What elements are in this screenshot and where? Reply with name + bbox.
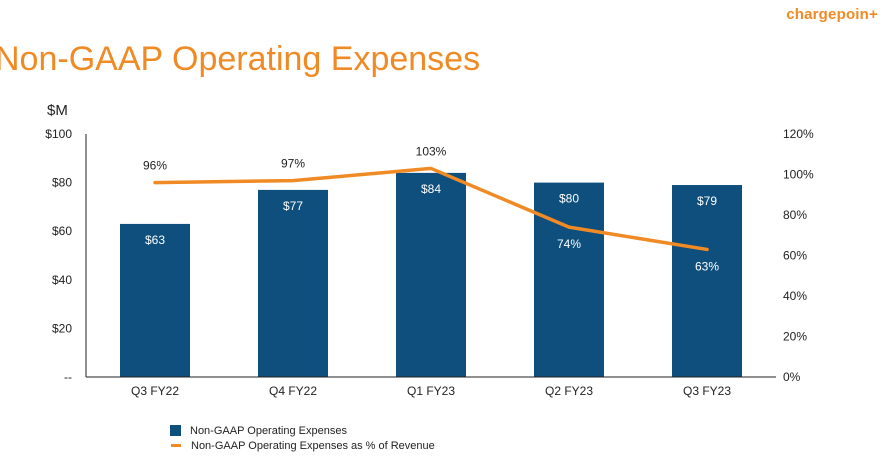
right-axis-tick-label: 80% [783,208,807,222]
opex-chart: $M -- $20 $40 $60 $80 $100 0% 20% 40% 60% 80% 100%… [45,102,814,398]
right-axis-tick-label: 60% [783,249,807,263]
x-axis-tick-label: Q1 FY23 [407,384,455,398]
left-axis-tick-label: $40 [52,273,72,287]
bar [534,182,604,377]
bar [672,185,742,377]
left-axis-unit-label: $M [47,102,68,119]
bar-value-label: $79 [697,194,717,208]
left-axis-tick-label: $20 [52,321,72,335]
x-axis-tick-label: Q2 FY23 [545,384,593,398]
left-axis-tick-label: $80 [52,176,72,190]
legend-item-bars: Non-GAAP Operating Expenses [170,423,435,438]
right-axis-tick-label: 20% [783,330,807,344]
bar-value-label: $63 [145,233,165,247]
left-axis-tick-label: $100 [45,127,72,141]
page-title: Non-GAAP Operating Expenses [0,40,481,78]
bar-value-label: $80 [559,192,579,206]
legend-label-line: Non-GAAP Operating Expenses as % of Reve… [191,439,435,452]
bar [396,172,466,377]
pct-value-label: 96% [143,159,167,173]
legend-swatch-bar [170,425,181,436]
x-axis-tick-label: Q3 FY23 [683,384,731,398]
right-axis-tick-label: 40% [783,289,807,303]
pct-value-label: 103% [416,144,447,158]
bar-value-label: $77 [283,199,303,213]
left-axis-tick-label: $60 [52,224,72,238]
legend-item-line: Non-GAAP Operating Expenses as % of Reve… [170,438,435,453]
right-axis-tick-label: 100% [783,168,814,182]
bar [258,189,328,377]
x-axis-tick-label: Q3 FY22 [131,384,179,398]
legend-label-bars: Non-GAAP Operating Expenses [190,424,347,437]
chart-legend: Non-GAAP Operating Expenses Non-GAAP Ope… [170,423,435,453]
right-axis-tick-label: 0% [783,370,801,384]
x-axis-tick-label: Q4 FY22 [269,384,317,398]
left-axis-tick-label: -- [64,370,72,384]
legend-swatch-line [171,444,181,447]
right-axis-tick-label: 120% [783,127,814,141]
pct-value-label: 97% [281,157,305,171]
bar [120,223,190,377]
pct-value-label: 74% [557,237,581,251]
pct-revenue-line [153,166,709,252]
pct-value-label: 63% [695,259,719,273]
bar-value-label: $84 [421,182,441,196]
chargepoint-logo: chargepoin+ [786,6,878,23]
